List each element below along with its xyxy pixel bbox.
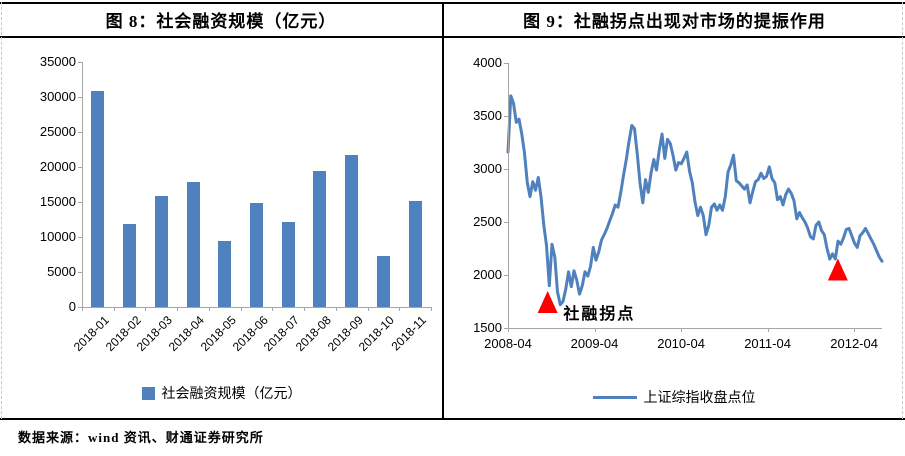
y-axis-label: 3000 bbox=[473, 161, 502, 176]
y-axis-line bbox=[82, 62, 83, 308]
bar-2018-10 bbox=[376, 255, 390, 307]
data-source: 数据来源：wind 资讯、财通证券研究所 bbox=[18, 430, 264, 445]
x-axis-label: 2010-04 bbox=[657, 336, 705, 351]
y-axis-tick bbox=[78, 132, 82, 133]
y-axis-label: 10000 bbox=[39, 229, 76, 244]
y-axis-label: 30000 bbox=[39, 89, 76, 104]
y-axis-tick bbox=[78, 97, 82, 98]
inflection-marker-icon bbox=[827, 258, 848, 281]
line-chart-sse-index: 社融拐点 上证综指收盘点位 4000 3500 3000 2500 2000 1500 20… bbox=[443, 38, 905, 418]
y-axis-tick bbox=[78, 167, 82, 168]
x-axis-label: 2018-11 bbox=[388, 313, 430, 354]
bar-2018-08 bbox=[313, 171, 327, 307]
y-axis-tick bbox=[504, 328, 508, 329]
x-axis-tick bbox=[508, 328, 509, 332]
x-axis-tick bbox=[240, 307, 242, 311]
y-axis-tick bbox=[504, 116, 508, 117]
y-axis-label: 3500 bbox=[473, 108, 502, 123]
bar-2018-02 bbox=[123, 223, 137, 307]
y-axis-label: 25000 bbox=[39, 124, 76, 139]
x-axis-label: 2008-04 bbox=[484, 336, 532, 351]
bar-2018-01 bbox=[91, 91, 105, 307]
sse-index-line bbox=[506, 94, 884, 307]
x-axis-tick bbox=[431, 307, 432, 311]
x-axis-line bbox=[508, 328, 882, 329]
legend-square-icon bbox=[141, 386, 155, 400]
y-axis-tick bbox=[504, 222, 508, 223]
y-axis-label: 20000 bbox=[39, 159, 76, 174]
y-axis-label: 4000 bbox=[473, 55, 502, 70]
x-axis-tick bbox=[854, 328, 856, 332]
x-axis-tick bbox=[367, 307, 369, 311]
y-axis-tick bbox=[504, 169, 508, 170]
bar-chart-legend: 社会融资规模（亿元） bbox=[0, 383, 443, 403]
y-axis-label: 35000 bbox=[39, 54, 76, 69]
x-axis-label: 2012-04 bbox=[830, 336, 878, 351]
x-axis-tick bbox=[145, 307, 147, 311]
x-axis-tick bbox=[304, 307, 306, 311]
x-axis-line bbox=[82, 307, 431, 308]
y-axis-tick bbox=[504, 63, 508, 64]
y-axis-label: 2500 bbox=[473, 214, 502, 229]
x-axis-tick bbox=[272, 307, 274, 311]
y-axis-tick bbox=[504, 275, 508, 276]
legend-line-icon bbox=[592, 395, 637, 399]
y-axis-label: 1500 bbox=[473, 320, 502, 335]
y-axis-tick bbox=[78, 307, 82, 308]
table-bottom-border bbox=[0, 418, 905, 420]
line-legend-label: 上证综指收盘点位 bbox=[643, 391, 756, 406]
y-axis-label: 5000 bbox=[47, 264, 76, 279]
x-axis-tick bbox=[177, 307, 179, 311]
x-axis-label: 2011-04 bbox=[744, 336, 791, 351]
x-axis-tick bbox=[399, 307, 401, 311]
bar-2018-04 bbox=[186, 182, 200, 307]
column-divider bbox=[442, 2, 444, 419]
bar-2018-11 bbox=[408, 200, 422, 307]
inflection-annotation: 社融拐点 bbox=[563, 306, 636, 324]
bar-2018-03 bbox=[154, 195, 168, 307]
inflection-marker-icon bbox=[537, 291, 558, 314]
x-axis-tick bbox=[767, 328, 769, 332]
x-axis-tick bbox=[82, 307, 83, 311]
y-axis-tick bbox=[78, 272, 82, 273]
x-axis-label: 2009-04 bbox=[570, 336, 619, 351]
table-left-edge bbox=[1, 2, 2, 419]
y-axis-label: 15000 bbox=[39, 194, 76, 209]
bar-2018-06 bbox=[250, 202, 263, 307]
table-top-border bbox=[0, 2, 905, 4]
table-right-edge bbox=[902, 2, 903, 419]
x-axis-tick bbox=[113, 307, 115, 311]
x-axis-tick bbox=[208, 307, 210, 311]
bar-2018-05 bbox=[218, 240, 232, 307]
fig8-title: 图 8：社会融资规模（亿元） bbox=[105, 12, 337, 31]
y-axis-label: 0 bbox=[68, 299, 76, 314]
line-chart-legend: 上证综指收盘点位 bbox=[443, 387, 905, 407]
y-axis-tick bbox=[78, 237, 82, 238]
x-axis-tick bbox=[594, 328, 596, 332]
y-axis-label: 2000 bbox=[473, 267, 502, 282]
bar-legend-label: 社会融资规模（亿元） bbox=[161, 387, 302, 402]
fig9-title: 图 9：社融拐点出现对市场的提振作用 bbox=[523, 12, 826, 31]
x-axis-tick bbox=[681, 328, 683, 332]
sse-index-plot bbox=[506, 94, 884, 314]
y-axis-tick bbox=[78, 62, 82, 63]
bar-2018-09 bbox=[345, 155, 359, 307]
bar-chart-social-financing: 社会融资规模（亿元） 35000 30000 25000 20000 15000 1000… bbox=[0, 38, 443, 418]
y-axis-line bbox=[508, 63, 509, 329]
header-separator bbox=[0, 36, 905, 38]
bar-2018-07 bbox=[281, 221, 295, 307]
y-axis-tick bbox=[78, 202, 82, 203]
x-axis-tick bbox=[335, 307, 337, 311]
